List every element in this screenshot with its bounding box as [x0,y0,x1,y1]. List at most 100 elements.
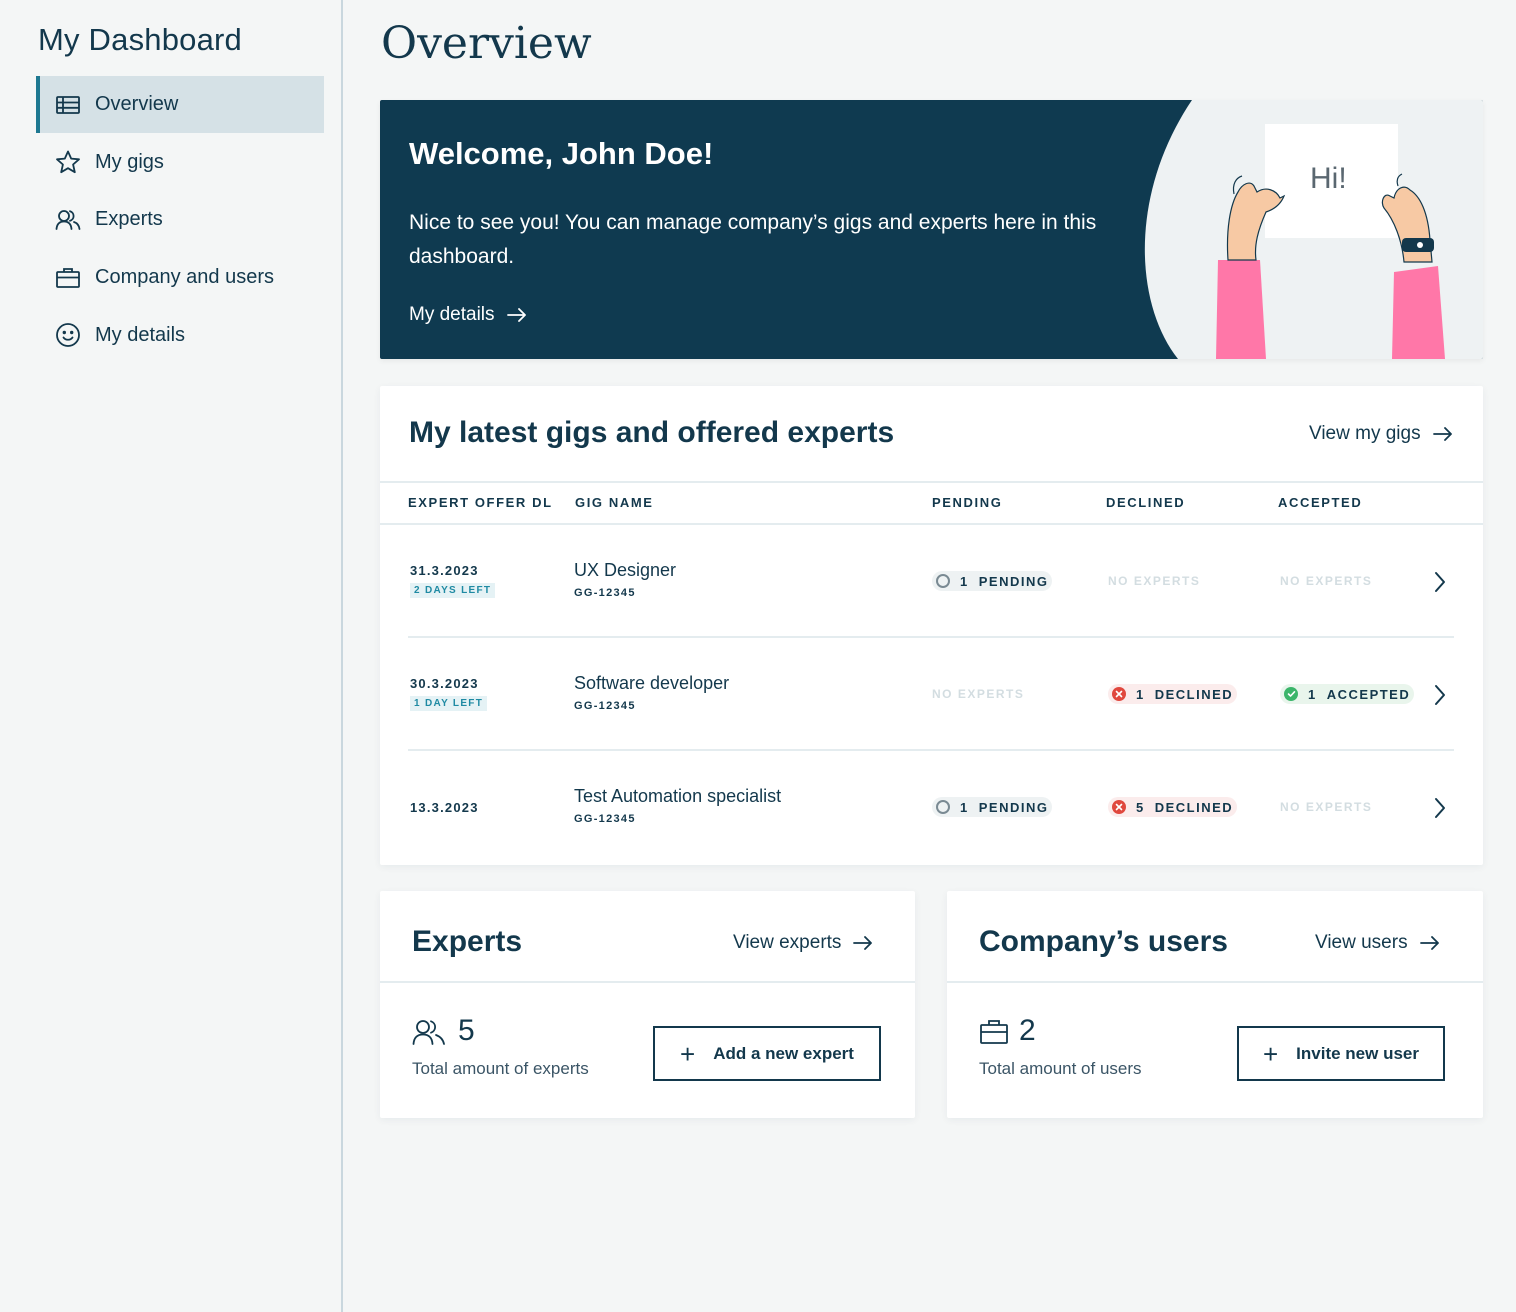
declined-count: 5 [1136,799,1145,815]
offer-deadline: 13.3.2023 [410,800,479,815]
column-header-declined: DECLINED [1106,495,1186,510]
invite-new-user-label: Invite new user [1296,1043,1419,1063]
users-icon [412,1020,445,1045]
sidebar-item-company-and-users[interactable]: Company and users [36,249,324,306]
table-row[interactable]: 30.3.2023 1 DAY LEFT Software developer … [408,638,1454,751]
sidebar: My Dashboard Overview My gigs [0,0,343,1312]
experts-count-label: Total amount of experts [412,1059,589,1078]
days-left-badge: 2 DAYS LEFT [410,583,496,598]
gig-name: UX Designer [574,560,677,580]
pending-badge: 1 PENDING [932,571,1053,591]
experts-card-header: Experts View experts [380,891,915,983]
gig-name: Test Automation specialist [574,786,782,806]
declined-label: DECLINED [1154,686,1234,702]
add-new-expert-label: Add a new expert [713,1043,854,1063]
briefcase-icon [980,1020,1008,1044]
column-header-gig-name: GIG NAME [575,495,654,510]
sidebar-item-my-details[interactable]: My details [36,307,324,364]
plus-icon: + [680,1038,696,1069]
welcome-title: Welcome, John Doe! [409,136,714,171]
sidebar-item-label: My details [95,323,186,346]
offer-deadline: 31.3.2023 [410,563,479,578]
latest-gigs-title: My latest gigs and offered experts [409,416,895,449]
arrow-right-icon [1432,427,1452,441]
pending-circle-icon [936,800,950,814]
arrow-right-icon [1419,936,1439,950]
experts-card: Experts View experts 5 Total amount of e… [380,891,915,1118]
my-details-link-label: My details [409,304,495,325]
accepted-label: ACCEPTED [1326,686,1411,702]
pending-label: PENDING [978,799,1049,815]
pending-count: 1 [960,799,969,815]
days-left-badge: 1 DAY LEFT [410,696,488,711]
star-icon [54,148,82,176]
table-row[interactable]: 31.3.2023 2 DAYS LEFT UX Designer GG-123… [408,525,1454,638]
my-details-link[interactable]: My details [409,304,527,326]
invite-new-user-button[interactable]: + Invite new user [1237,1026,1445,1081]
view-users-link[interactable]: View users [1315,932,1440,954]
x-circle-icon [1112,800,1126,814]
pending-circle-icon [936,574,950,588]
experts-count: 5 [458,1014,475,1047]
experts-card-title: Experts [412,925,523,958]
view-my-gigs-label: View my gigs [1309,423,1421,444]
latest-gigs-card: My latest gigs and offered experts View … [380,386,1483,865]
gig-id: GG-12345 [574,587,636,599]
gig-id: GG-12345 [574,700,636,712]
company-users-card-title: Company’s users [979,925,1228,958]
smiley-icon [54,321,82,349]
sidebar-item-label: Experts [95,208,163,231]
declined-label: DECLINED [1154,799,1234,815]
pending-label: PENDING [978,573,1049,589]
users-count-label: Total amount of users [979,1059,1142,1078]
x-circle-icon [1112,687,1126,701]
welcome-text: Nice to see you! You can manage company’… [409,211,1097,268]
add-new-expert-button[interactable]: + Add a new expert [653,1026,881,1081]
arrow-right-icon [506,308,526,322]
accepted-empty: NO EXPERTS [1280,574,1373,588]
pending-badge: 1 PENDING [932,797,1053,817]
pending-count: 1 [960,573,969,589]
declined-badge: 1 DECLINED [1108,684,1238,704]
accepted-count: 1 [1308,686,1317,702]
declined-empty: NO EXPERTS [1108,574,1201,588]
welcome-banner: Hi! Welcome, John Doe! Nice to see you! … [380,100,1483,359]
column-header-accepted: ACCEPTED [1278,495,1363,510]
offer-deadline: 30.3.2023 [410,676,479,691]
chevron-right-icon[interactable] [1432,796,1448,820]
sidebar-item-label: My gigs [95,150,164,173]
view-experts-link[interactable]: View experts [733,932,873,954]
sign-text: Hi! [1310,162,1347,195]
sidebar-item-overview[interactable]: Overview [36,76,324,133]
gig-id: GG-12345 [574,813,636,825]
sidebar-nav: Overview My gigs Experts [36,76,324,364]
chevron-right-icon[interactable] [1432,683,1448,707]
plus-icon: + [1262,1038,1279,1069]
arrow-right-icon [853,936,873,950]
welcome-illustration [1144,100,1483,359]
accepted-empty: NO EXPERTS [1280,800,1373,814]
sidebar-title: My Dashboard [38,22,242,57]
sidebar-item-label: Company and users [95,266,274,289]
sidebar-item-label: Overview [95,93,179,115]
column-header-pending: PENDING [932,495,1003,510]
users-count: 2 [1019,1014,1036,1047]
table-header: EXPERT OFFER DL GIG NAME PENDING DECLINE… [380,481,1483,525]
company-users-card-header: Company’s users View users [947,891,1483,983]
view-experts-label: View experts [733,932,842,953]
table-row[interactable]: 13.3.2023 Test Automation specialist GG-… [408,751,1454,864]
briefcase-icon [54,264,82,292]
sidebar-item-my-gigs[interactable]: My gigs [36,134,324,191]
sidebar-item-experts[interactable]: Experts [36,191,324,248]
column-header-expert-offer-dl: EXPERT OFFER DL [408,495,553,510]
chevron-right-icon[interactable] [1432,570,1448,594]
check-circle-icon [1284,687,1298,701]
pending-empty: NO EXPERTS [932,687,1025,701]
view-my-gigs-link[interactable]: View my gigs [1309,423,1453,445]
view-users-label: View users [1315,932,1408,953]
company-users-card: Company’s users View users 2 Total amoun… [947,891,1483,1118]
table-icon [54,91,82,119]
declined-count: 1 [1136,686,1145,702]
page-title: Overview [381,18,592,69]
users-icon [54,206,82,234]
